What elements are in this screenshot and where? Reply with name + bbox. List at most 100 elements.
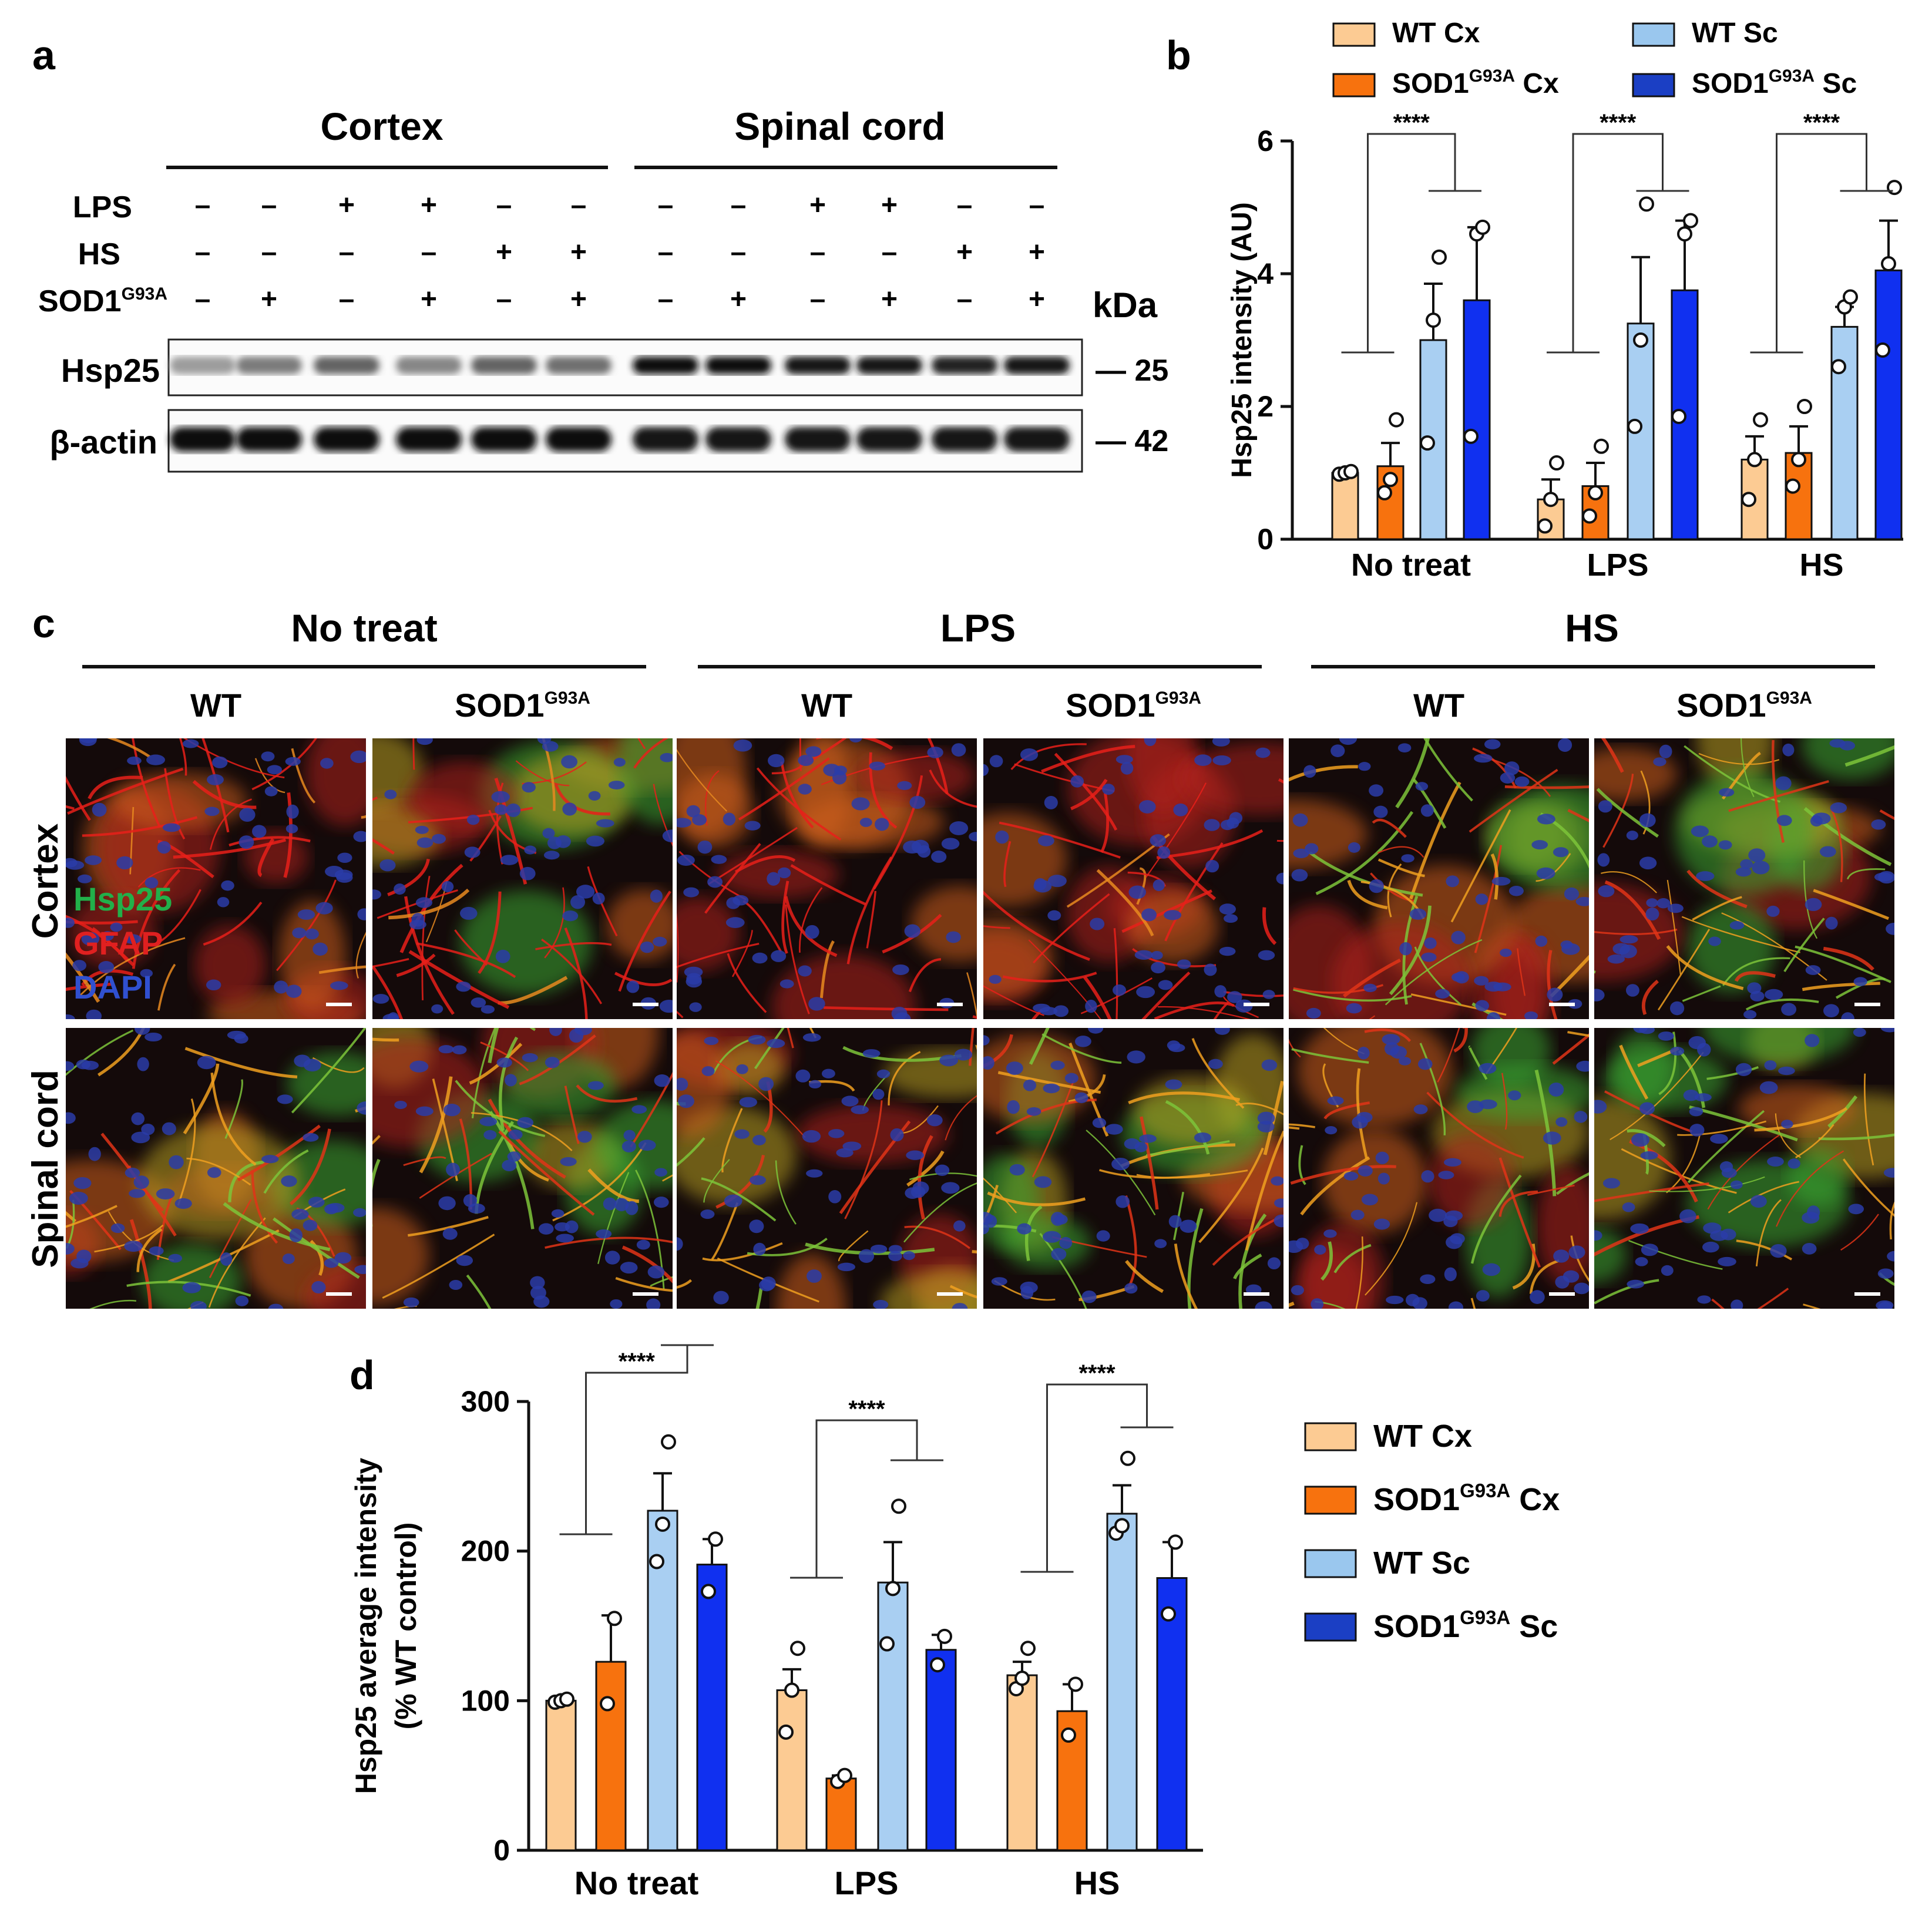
sign-lane-9: – (810, 284, 826, 315)
x-category-label: No treat (574, 1864, 699, 1901)
sign-lane-8: – (731, 190, 747, 221)
legend-swatch (1632, 22, 1675, 47)
bar (1006, 1674, 1038, 1851)
data-point (790, 1641, 805, 1656)
sign-lane-10: + (881, 190, 898, 221)
data-point (1463, 428, 1479, 444)
band-lane-4 (396, 427, 462, 452)
micrograph-spinal-cord-5 (1286, 1026, 1591, 1311)
condition-header: HS (1565, 606, 1619, 650)
y-axis-label-line2: (% WT control) (389, 1523, 422, 1730)
significance-label: **** (1078, 1360, 1115, 1386)
stain-label-dapi: DAPI (73, 969, 152, 1006)
data-point (649, 1554, 664, 1570)
data-point (1061, 1727, 1076, 1743)
sign-lane-2: – (261, 237, 277, 268)
data-point (784, 1682, 799, 1698)
x-category-label: No treat (1351, 547, 1471, 583)
data-point (1594, 438, 1609, 454)
bar (925, 1649, 957, 1851)
stain-label-hsp25: Hsp25 (73, 880, 172, 918)
panel-a-letter: a (32, 32, 56, 78)
data-point (1120, 1450, 1135, 1466)
bar (647, 1510, 678, 1851)
significance-bracket (1367, 133, 1456, 352)
micrograph-cortex-6 (1592, 736, 1897, 1021)
micrograph-cortex-2 (370, 736, 675, 1021)
data-point (701, 1584, 716, 1599)
legend-swatch (1332, 73, 1376, 98)
genotype-header: WT (801, 687, 852, 724)
panel-c-letter: c (32, 600, 55, 646)
data-point (1389, 412, 1404, 428)
chart-d: 0 100 200 300 Hsp25 average intensity (% WT c… (350, 1344, 1203, 1901)
data-point (1588, 485, 1603, 500)
legend-label: SOD1G93A Cx (1373, 1480, 1560, 1517)
data-point (1875, 342, 1890, 358)
data-point (1671, 408, 1686, 424)
scale-bar (633, 1292, 658, 1296)
data-point (891, 1498, 906, 1514)
genotype-header: WT (190, 687, 241, 724)
scale-bar (937, 1003, 963, 1006)
sign-lane-11: – (957, 284, 973, 315)
sign-lane-2: – (261, 190, 277, 221)
sign-lane-7: – (658, 190, 674, 221)
micrograph-cortex-5 (1286, 736, 1591, 1021)
scale-bar (937, 1292, 963, 1296)
y-axis-label-line1: Hsp25 average intensity (350, 1458, 382, 1794)
band-lane-8 (705, 427, 771, 452)
panel-c-micrographs: c No treat LPS HS WT SOD1G93A WT SOD1G93A WT SOD… (25, 600, 1897, 1311)
group-label-cortex: Cortex (320, 105, 443, 148)
sign-lane-2: + (261, 284, 277, 315)
legend-label: SOD1G93A Sc (1692, 66, 1857, 99)
sign-lane-5: + (496, 237, 512, 268)
panel-b-bar-chart: b WT Cx WT Sc SOD1G93A Cx SOD1G93A Sc 0 2 4 6 H… (1166, 18, 1903, 583)
data-point (559, 1691, 574, 1707)
data-point (930, 1657, 945, 1673)
micrograph-grid: Hsp25 GFAP DAPI (63, 736, 1897, 1311)
genotype-header: WT (1413, 687, 1464, 724)
panel-b-letter: b (1166, 32, 1191, 78)
data-point (1014, 1671, 1030, 1686)
chart-b: 0 2 4 6 Hsp25 intensity (AU) No treat **** LPS *… (1227, 110, 1903, 583)
micrograph-cortex-4 (981, 736, 1286, 1021)
y-tick-label: 300 (461, 1385, 510, 1418)
data-point (1831, 359, 1846, 375)
significance-bracket (1572, 133, 1664, 352)
data-point (1543, 492, 1558, 508)
sign-lane-1: – (195, 190, 211, 221)
significance-label: **** (619, 1349, 656, 1374)
significance-bracket (585, 1345, 688, 1534)
kda-label: kDa (1093, 285, 1158, 325)
data-point (885, 1581, 901, 1597)
scale-bar (1549, 1292, 1575, 1296)
data-point (1161, 1606, 1176, 1622)
sign-lane-5: – (496, 190, 512, 221)
bar (1785, 452, 1813, 540)
x-category-label: HS (1074, 1864, 1120, 1901)
bar (696, 1564, 728, 1851)
sign-lane-10: + (881, 284, 898, 315)
data-point (1887, 180, 1902, 196)
data-point (1114, 1518, 1130, 1534)
band-lane-2 (236, 427, 302, 452)
hs-signs: – – – – + + – – – – + + (195, 237, 1045, 268)
significance-bracket (815, 1419, 918, 1578)
group-label-spinal-cord: Spinal cord (734, 105, 945, 148)
scale-bar (1854, 1003, 1880, 1006)
sign-lane-3: + (338, 190, 355, 221)
band-lane-3 (314, 357, 379, 374)
micrograph-spinal-cord-3 (674, 1026, 979, 1311)
legend-label: SOD1G93A Cx (1392, 66, 1559, 99)
data-point (1432, 249, 1447, 265)
data-point (1020, 1641, 1036, 1656)
marker-42: — 42 (1096, 424, 1168, 458)
data-point (778, 1724, 794, 1740)
data-point (1639, 196, 1654, 212)
data-point (1426, 312, 1441, 328)
data-point (1881, 256, 1896, 272)
data-point (1747, 452, 1762, 468)
sign-lane-6: – (571, 190, 587, 221)
